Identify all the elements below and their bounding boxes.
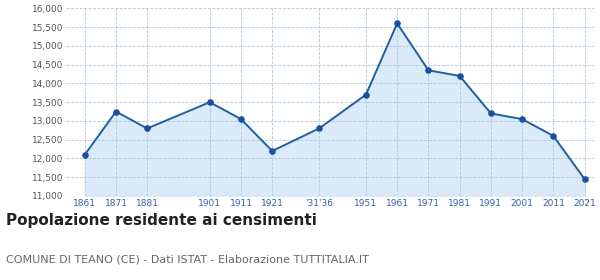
Point bbox=[236, 117, 246, 121]
Point bbox=[361, 92, 371, 97]
Point bbox=[80, 153, 89, 157]
Point bbox=[142, 126, 152, 131]
Point bbox=[205, 100, 215, 104]
Text: COMUNE DI TEANO (CE) - Dati ISTAT - Elaborazione TUTTITALIA.IT: COMUNE DI TEANO (CE) - Dati ISTAT - Elab… bbox=[6, 255, 369, 265]
Point bbox=[455, 74, 464, 78]
Point bbox=[424, 68, 433, 73]
Point bbox=[111, 109, 121, 114]
Point bbox=[314, 126, 324, 131]
Point bbox=[392, 21, 402, 26]
Point bbox=[517, 117, 527, 121]
Point bbox=[268, 149, 277, 153]
Point bbox=[580, 177, 589, 181]
Text: Popolazione residente ai censimenti: Popolazione residente ai censimenti bbox=[6, 213, 317, 228]
Point bbox=[548, 134, 558, 138]
Point bbox=[486, 111, 496, 116]
